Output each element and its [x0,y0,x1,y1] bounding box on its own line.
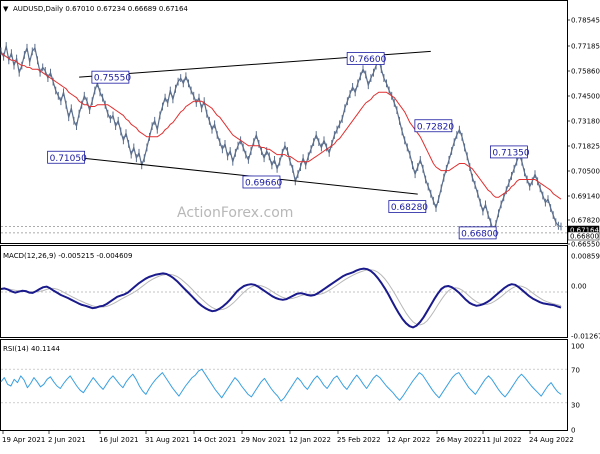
x-tick-label: 2 Jun 2021 [48,436,86,444]
x-tick-label: 11 Jul 2022 [482,436,522,444]
rsi-line [0,368,562,402]
price-panel-frame [0,0,568,244]
price-annotation-label: 0.69660 [245,178,282,188]
rsi-tick-label: 30 [571,402,580,410]
macd-title: MACD(12,26,9) -0.005215 -0.004609 [3,252,132,260]
macd-plot [0,267,567,329]
x-tick-label: 12 Jan 2022 [289,436,331,444]
x-tick-label: 25 Feb 2022 [337,436,381,444]
price-annotation-label: 0.71350 [492,148,529,158]
macd-panel-frame [0,245,568,338]
price-tick-label: 0.67820 [571,217,600,225]
price-tick-label: 0.69140 [571,193,600,201]
price-annotation-box [388,200,427,213]
price-annotation: 0.72820 [414,119,454,133]
current-price-label: 0.67164 [570,227,599,235]
price-annotation: 0.76600 [346,52,387,65]
price-annotation-box [346,52,385,65]
rsi-tick-label: 0 [571,427,575,435]
rsi-title: RSI(14) 40.1144 [3,345,60,353]
price-series-line [0,45,562,232]
macd-tick-label: 0.00 [571,283,587,291]
rsi-panel-frame [0,339,568,431]
price-tick-label: 0.74500 [571,93,600,101]
x-tick-label: 14 Oct 2021 [193,436,236,444]
price-annotation: 0.75550 [91,70,131,84]
current-price-box [567,231,600,241]
rsi-tick-label: 70 [571,367,580,375]
current-price-label: 0.66800 [570,233,599,241]
price-annotation-box [414,119,453,133]
price-annotation-label: 0.75550 [94,74,131,84]
price-annotation-label: 0.66800 [461,229,498,239]
chart-title-triangle: ▼ [3,5,9,13]
macd-tick-label: 0.008596 [571,253,600,261]
price-annotation-box [242,175,281,189]
price-tick-label: 0.66550 [571,241,600,249]
x-tick-label: 12 Apr 2022 [387,436,430,444]
price-tick-label: 0.73180 [571,118,600,126]
moving-average-line [0,52,562,200]
price-annotation-box [91,70,130,84]
price-annotation: 0.71350 [490,145,530,159]
macd-signal-line [0,269,562,326]
price-tick-label: 0.71825 [571,143,600,151]
price-annotation-box [490,145,528,159]
watermark: ActionForex.com [177,205,293,221]
price-tick-label: 0.70500 [571,168,600,176]
price-annotation: 0.69660 [242,175,282,189]
price-annotation-box [458,226,497,240]
price-tick-label: 0.78545 [571,17,600,25]
price-annotation-label: 0.68280 [391,203,428,213]
price-annotation-label: 0.72820 [417,122,454,132]
price-annotation: 0.71050 [47,150,87,164]
price-plot: 0.75550 0.76600 0.71050 0.69660 0.72820 0.682… [0,42,567,240]
rsi-plot [0,368,567,404]
x-tick-label: 29 Nov 2021 [241,436,286,444]
x-tick-label: 24 Aug 2022 [529,436,574,444]
chart-title: AUDUSD,Daily 0.67010 0.67234 0.66689 0.6… [13,5,188,13]
price-annotation: 0.68280 [388,200,428,213]
x-tick-label: 26 May 2022 [436,436,482,444]
price-tick-label: 0.75860 [571,68,600,76]
price-annotation-box [47,150,86,164]
rsi-tick-label: 100 [571,343,584,351]
price-annotation-label: 0.71050 [50,154,87,164]
macd-tick-label: -0.01267 [571,333,600,341]
price-annotation-label: 0.76600 [349,55,386,65]
axis-labels: 0.78545 0.77185 0.75860 0.74500 0.73180 0.718… [2,17,600,445]
price-annotation: 0.66800 [458,226,499,240]
x-tick-label: 31 Aug 2021 [145,436,190,444]
x-tick-label: 19 Apr 2021 [2,436,45,444]
price-tick-label: 0.77185 [571,43,600,51]
macd-line [0,267,562,329]
x-tick-label: 16 Jul 2021 [99,436,139,444]
